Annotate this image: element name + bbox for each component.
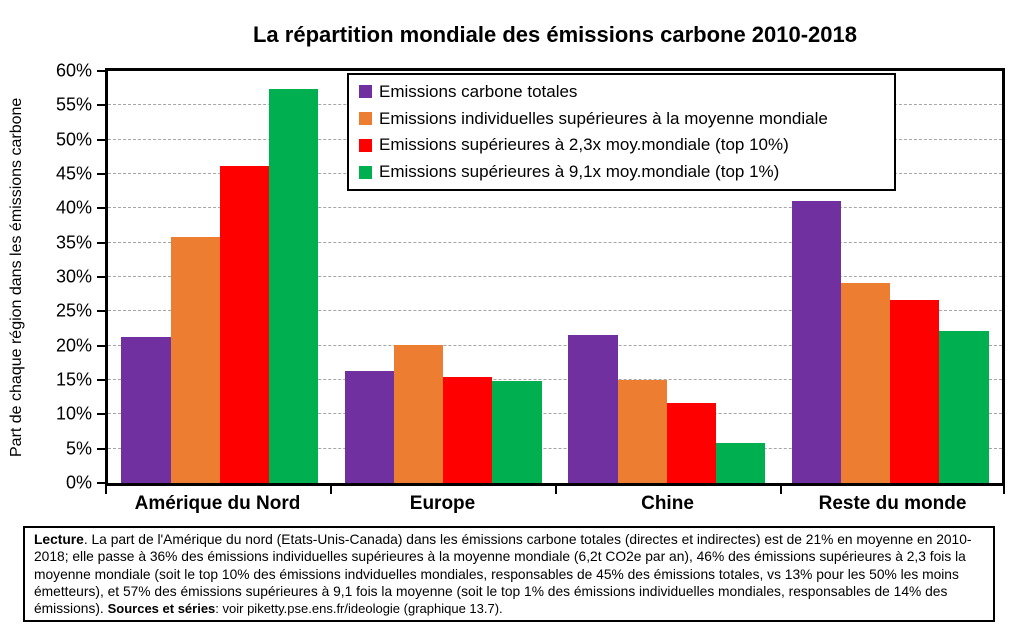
x-category-label: Chine	[641, 493, 694, 514]
chart-bar	[715, 443, 766, 483]
note-lecture-label: Lecture	[34, 532, 84, 547]
y-tick	[97, 413, 105, 416]
legend-swatch-icon	[359, 85, 372, 99]
x-category-label: Amérique du Nord	[134, 493, 301, 514]
chart-bar	[344, 371, 395, 483]
y-tick-labels: 0% 5% 10% 15% 20% 25% 30% 35% 40% 45% 50% 55% 60%	[36, 61, 92, 493]
y-tick	[97, 276, 105, 278]
y-tick	[97, 138, 105, 141]
x-category-label: Reste du monde	[818, 493, 967, 514]
y-tick-label: 25%	[55, 300, 92, 321]
y-tick-label: 40%	[55, 197, 92, 218]
note-sources-label: Sources et séries	[107, 601, 216, 617]
note-body: . La part de l'Amérique du nord (Etats-U…	[34, 532, 972, 617]
gridline	[108, 241, 1002, 243]
legend-item: Emissions carbone totales	[359, 82, 894, 102]
gridline	[108, 413, 1002, 415]
chart-bar	[492, 381, 542, 483]
x-tick	[780, 486, 782, 494]
x-category-label: Europe	[409, 493, 476, 514]
chart-bar	[890, 300, 940, 483]
chart-bar	[939, 330, 989, 483]
y-tick	[97, 447, 105, 450]
legend-item: Emissions supérieures à 2,3x moy.mondial…	[359, 135, 894, 155]
y-tick-label: 10%	[55, 403, 92, 424]
legend-label: Emissions supérieures à 9,1x moy.mondial…	[379, 162, 780, 182]
y-tick	[97, 310, 105, 313]
legend-label: Emissions individuelles supérieures à la…	[379, 108, 828, 128]
y-tick	[97, 173, 105, 175]
y-tick	[97, 70, 105, 72]
chart-bar	[219, 165, 269, 483]
x-tick	[1003, 486, 1005, 494]
y-tick-label: 60%	[55, 60, 92, 81]
y-tick-label: 45%	[55, 163, 92, 184]
y-tick-label: 35%	[55, 232, 92, 253]
y-tick-label: 20%	[55, 335, 92, 356]
chart-bar	[568, 335, 618, 483]
y-tick-label: 0%	[65, 472, 92, 493]
y-tick-label: 15%	[55, 369, 92, 390]
legend: Emissions carbone totales Emissions indiv…	[347, 73, 896, 191]
y-tick	[97, 482, 105, 484]
chart-bar	[841, 282, 891, 483]
gridline	[108, 344, 1002, 346]
gridline	[108, 310, 1002, 312]
plot-inner	[108, 71, 1002, 483]
x-ticks	[105, 486, 1005, 494]
chart-bar	[121, 336, 171, 483]
legend-swatch-icon	[359, 165, 372, 179]
gridline	[108, 207, 1002, 209]
legend-label: Emissions carbone totales	[379, 81, 578, 101]
y-tick-label: 5%	[65, 438, 92, 459]
chart-bar	[394, 344, 444, 483]
chart-bar	[617, 380, 667, 483]
legend-item: Emissions supérieures à 9,1x moy.mondial…	[359, 162, 894, 182]
y-tick-label: 55%	[55, 94, 92, 115]
y-tick	[97, 344, 105, 347]
legend-label: Emissions supérieures à 2,3x moy.mondial…	[379, 135, 789, 155]
legend-swatch-icon	[359, 112, 372, 126]
y-tick-label: 50%	[55, 129, 92, 150]
chart-title: La répartition mondiale des émissions ca…	[252, 22, 857, 47]
x-axis-labels: Amérique du Nord Europe Chine Reste du mond…	[105, 493, 1005, 517]
legend-item: Emissions individuelles supérieures à la…	[359, 109, 894, 129]
gridline	[108, 447, 1002, 449]
x-tick	[105, 486, 107, 494]
x-tick	[555, 486, 557, 494]
gridline	[108, 379, 1002, 380]
chart-bar	[443, 376, 493, 483]
y-ticks	[97, 70, 105, 484]
reading-note: Lecture. La part de l'Amérique du nord (…	[23, 526, 995, 623]
chart-bar	[170, 237, 220, 483]
chart-bar	[666, 403, 716, 483]
chart-bar	[791, 201, 842, 483]
y-axis-title: Part de chaque région dans les émissions…	[8, 97, 25, 457]
note-sources-tail: : voir piketty.pse.ens.fr/ideologie (gra…	[215, 601, 503, 617]
chart-bar	[268, 88, 319, 483]
y-tick	[97, 379, 105, 381]
legend-swatch-icon	[359, 138, 372, 152]
x-tick	[330, 486, 332, 494]
y-tick	[97, 241, 105, 244]
y-tick-label: 30%	[55, 266, 92, 287]
y-tick	[97, 104, 105, 107]
y-tick	[97, 207, 105, 210]
gridline	[108, 276, 1002, 277]
